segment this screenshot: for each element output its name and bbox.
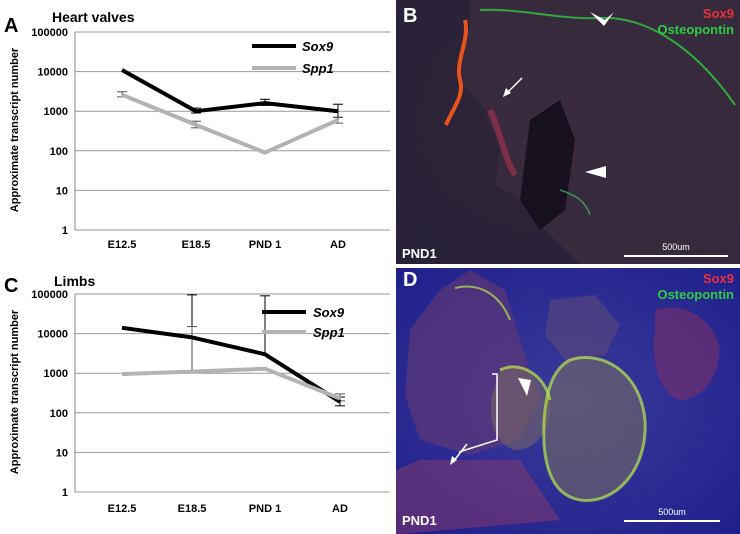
legend-label-spp1: Spp1 xyxy=(313,325,345,340)
y-tick-label: 100 xyxy=(50,146,68,158)
y-tick-label: 10000 xyxy=(37,67,68,79)
y-tick-label: 1 xyxy=(62,487,68,499)
stage-label-d: PND1 xyxy=(402,513,437,528)
legend-label-sox9: Sox9 xyxy=(313,305,345,320)
legend-label-sox9: Sox9 xyxy=(302,39,334,54)
legend-label-spp1: Spp1 xyxy=(302,61,334,76)
x-tick-label: E18.5 xyxy=(182,239,211,251)
arrow-head xyxy=(503,88,511,97)
lumen xyxy=(520,100,575,230)
legend-label-sox9-stain: Sox9 xyxy=(703,6,734,21)
panel-letter-c: C xyxy=(4,275,18,297)
legend-label-sox9-stain-d: Sox9 xyxy=(703,271,734,286)
ossification-center-left xyxy=(490,366,551,450)
x-tick-label: AD xyxy=(332,503,348,515)
stage-label-b: PND1 xyxy=(402,246,437,261)
arrow-head-d xyxy=(450,456,457,465)
y-tick-label: 100 xyxy=(50,408,68,420)
legend-label-osteopontin-stain: Osteopontin xyxy=(657,22,734,37)
micrograph-d: D Sox9 Osteopontin PND1 500um xyxy=(396,268,740,534)
ossification-center-right xyxy=(543,357,646,501)
y-axis-label-heart-valves: Approximate transcript number xyxy=(9,47,21,212)
legend-label-osteopontin-stain-d: Osteopontin xyxy=(657,287,734,302)
y-tick-label: 100000 xyxy=(31,27,68,39)
panel-letter-d: D xyxy=(403,269,417,291)
y-tick-label: 10 xyxy=(56,185,68,197)
x-tick-label: E12.5 xyxy=(108,239,137,251)
y-tick-label: 10000 xyxy=(37,329,68,341)
arrowhead-middle xyxy=(585,166,606,178)
chart-title-limbs: Limbs xyxy=(54,273,95,289)
scale-bar-label-b: 500um xyxy=(662,242,690,252)
panel-letter-b: B xyxy=(403,5,417,27)
arrowhead-d xyxy=(518,378,531,396)
series-line-sox9 xyxy=(121,68,339,114)
chart-title-heart-valves: Heart valves xyxy=(52,9,135,25)
red-stain-streak xyxy=(444,19,468,126)
chart-heart-valves: A Heart valves Approximate transcript nu… xyxy=(4,9,390,251)
y-tick-label: 100000 xyxy=(31,289,68,301)
scale-bar-label-d: 500um xyxy=(658,507,686,517)
y-tick-label: 10 xyxy=(56,447,68,459)
y-tick-label: 1000 xyxy=(44,368,68,380)
legend-heart-valves: Sox9 Spp1 xyxy=(252,39,334,76)
bracket-line xyxy=(458,373,498,453)
x-tick-label: E12.5 xyxy=(108,503,137,515)
legend-limbs: Sox9 Spp1 xyxy=(262,305,345,340)
x-tick-label: E18.5 xyxy=(178,503,207,515)
chart-limbs: C Limbs Approximate transcript number 1 1… xyxy=(4,273,390,515)
panel-letter-a: A xyxy=(4,15,18,37)
x-tick-label: PND 1 xyxy=(249,503,281,515)
x-tick-label: AD xyxy=(330,239,346,251)
y-tick-label: 1 xyxy=(62,225,68,237)
x-tick-label: PND 1 xyxy=(249,239,281,251)
series-line-sox9 xyxy=(121,325,342,404)
micrograph-b: B Sox9 Osteopontin PND1 500um xyxy=(396,0,740,264)
y-axis-label-limbs: Approximate transcript number xyxy=(9,309,21,474)
series-line-spp1 xyxy=(121,366,341,401)
y-tick-label: 1000 xyxy=(44,106,68,118)
arrowhead-top xyxy=(590,12,614,26)
series-line-spp1 xyxy=(121,92,339,155)
